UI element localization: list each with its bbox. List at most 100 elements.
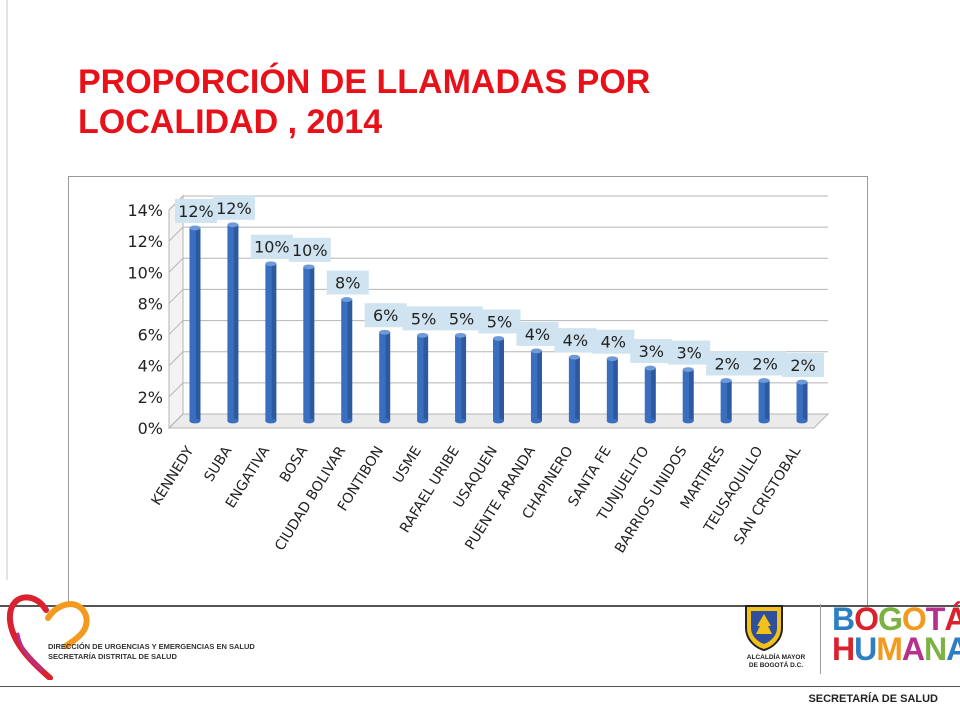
organization-line-1: DIRECCIÓN DE URGENCIAS Y EMERGENCIAS EN … bbox=[48, 642, 255, 651]
x-category-label: CIUDAD BOLIVAR bbox=[272, 443, 349, 553]
bar bbox=[606, 358, 618, 421]
x-category-label: BOSA bbox=[277, 443, 312, 485]
bar bbox=[644, 368, 656, 421]
data-label-background bbox=[212, 195, 255, 220]
y-tick-label: 2% bbox=[138, 388, 163, 407]
gridline-depth bbox=[168, 289, 184, 304]
bar-shade bbox=[309, 266, 315, 421]
data-label-background bbox=[250, 234, 293, 259]
bar-base bbox=[796, 418, 808, 424]
data-label-background bbox=[668, 340, 711, 365]
bar bbox=[189, 227, 201, 421]
bar bbox=[568, 357, 580, 421]
data-label: 5% bbox=[487, 312, 512, 331]
footer-rule-bottom bbox=[0, 686, 960, 687]
bar-base bbox=[379, 418, 391, 424]
bogota-word: BOGOTÁ bbox=[832, 601, 960, 637]
bar-base bbox=[682, 418, 694, 424]
bar-base bbox=[455, 418, 467, 424]
bar-top bbox=[493, 336, 504, 341]
data-label-background bbox=[706, 351, 749, 376]
slide-title-line-1: PROPORCIÓN DE LLAMADAS POR bbox=[78, 63, 651, 101]
x-category-label: USME bbox=[390, 444, 425, 486]
bar-shade bbox=[537, 350, 542, 421]
bar-top bbox=[189, 225, 201, 231]
bar-shade bbox=[727, 380, 732, 421]
bar-base bbox=[720, 418, 732, 424]
bar-top bbox=[758, 378, 770, 383]
bar-shade bbox=[613, 358, 618, 421]
data-label-background bbox=[630, 339, 673, 364]
chart-back-wall bbox=[183, 196, 828, 414]
data-label-background bbox=[326, 270, 369, 295]
data-label: 12% bbox=[178, 202, 214, 221]
bar-shade bbox=[802, 382, 808, 421]
bar bbox=[530, 350, 542, 421]
gridline-depth bbox=[168, 413, 184, 429]
data-label-background bbox=[592, 329, 635, 354]
bar-shade bbox=[271, 263, 277, 421]
data-label-background bbox=[782, 353, 825, 378]
data-label: 2% bbox=[752, 355, 777, 374]
data-label: 4% bbox=[525, 325, 550, 344]
bar-top bbox=[796, 379, 808, 385]
bogota-humana-logo: BOGOTÁ HUMANA bbox=[832, 601, 960, 665]
bar-shade bbox=[689, 369, 694, 421]
bar bbox=[379, 332, 391, 421]
data-label: 12% bbox=[216, 199, 252, 218]
data-label: 5% bbox=[411, 309, 436, 328]
bar-top bbox=[530, 348, 542, 354]
data-label-background bbox=[402, 306, 445, 331]
y-tick-label: 12% bbox=[127, 232, 163, 251]
y-tick-label: 10% bbox=[127, 263, 163, 282]
left-edge-rule bbox=[6, 0, 8, 580]
bar-shade bbox=[233, 224, 239, 421]
bar-shade bbox=[499, 338, 504, 421]
bar-base bbox=[568, 418, 580, 424]
bar-top bbox=[455, 332, 467, 338]
alcaldia-text: ALCALDÍA MAYOR DE BOGOTÁ D.C. bbox=[746, 654, 806, 669]
footer-rule-top bbox=[0, 605, 960, 607]
bar-base bbox=[417, 418, 429, 424]
bar-base bbox=[227, 418, 239, 424]
bar-shade bbox=[423, 335, 429, 421]
slide-title-line-2: LOCALIDAD , 2014 bbox=[78, 103, 383, 141]
coat-of-arms-icon bbox=[745, 605, 783, 652]
y-tick-label: 4% bbox=[138, 357, 163, 376]
y-tick-label: 0% bbox=[138, 419, 163, 438]
slide-title: PROPORCIÓN DE LLAMADAS POR LOCALIDAD , 2… bbox=[78, 62, 898, 142]
bar bbox=[682, 369, 694, 421]
x-category-label: PUENTE ARANDA bbox=[462, 443, 539, 553]
bar bbox=[227, 224, 239, 421]
data-label: 2% bbox=[714, 355, 739, 374]
secretaria-footer-label: SECRETARÍA DE SALUD bbox=[808, 693, 938, 705]
chart-side-wall bbox=[168, 194, 184, 430]
bar-shade bbox=[575, 357, 580, 421]
data-label: 5% bbox=[449, 309, 474, 328]
data-label: 10% bbox=[292, 241, 328, 260]
x-category-label: KENNEDY bbox=[149, 443, 198, 508]
bar-shade bbox=[385, 332, 391, 421]
bar-base bbox=[530, 418, 542, 424]
bar bbox=[493, 338, 504, 421]
bar-shade bbox=[195, 227, 201, 421]
data-label: 2% bbox=[790, 356, 815, 375]
bar-top bbox=[606, 356, 618, 362]
gridline-depth bbox=[168, 226, 184, 242]
bar-top bbox=[568, 354, 580, 360]
gridline-depth bbox=[168, 382, 184, 398]
gridline-depth bbox=[168, 351, 184, 367]
bar-shade bbox=[764, 380, 770, 421]
data-label-background bbox=[478, 309, 521, 334]
organization-name: DIRECCIÓN DE URGENCIAS Y EMERGENCIAS EN … bbox=[48, 642, 255, 662]
bar bbox=[720, 380, 732, 421]
bar-top bbox=[379, 329, 391, 335]
heart-logo-icon bbox=[6, 594, 90, 680]
bar bbox=[796, 382, 808, 421]
y-tick-label: 8% bbox=[138, 294, 163, 313]
data-label: 10% bbox=[254, 238, 290, 257]
data-label-background bbox=[744, 351, 787, 376]
data-label: 4% bbox=[601, 333, 626, 352]
bar-base bbox=[493, 418, 504, 424]
bar-base bbox=[265, 418, 277, 424]
